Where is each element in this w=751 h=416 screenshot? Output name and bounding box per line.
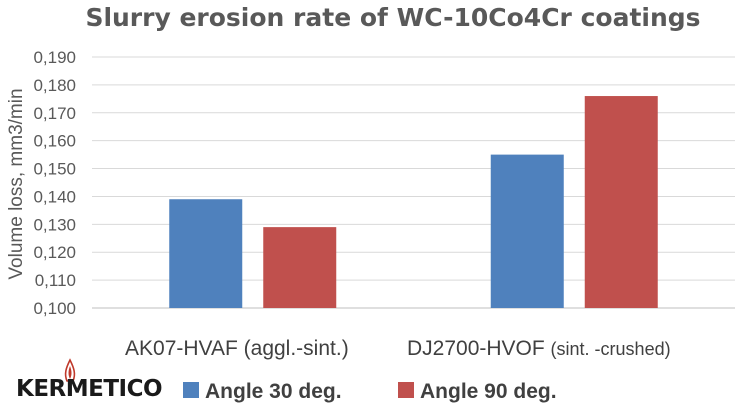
bar-angle-30-dj2700-hvof — [490, 154, 564, 308]
y-tick-label: 0,170 — [33, 104, 76, 123]
y-tick-label: 0,150 — [33, 160, 76, 179]
legend-swatch — [398, 382, 414, 398]
x-category-labels: AK07-HVAF (aggl.-sint.) DJ2700-HVOF (sint… — [125, 337, 671, 360]
chart-title: Slurry erosion rate of WC-10Co4Cr coatin… — [85, 3, 700, 32]
y-tick-label: 0,110 — [35, 271, 76, 290]
bars — [169, 96, 658, 309]
y-tick-label: 0,140 — [33, 187, 76, 206]
y-tick-label: 0,160 — [33, 132, 76, 151]
bar-angle-90-ak07-hvaf — [263, 227, 337, 308]
x-tick-label: AK07-HVAF (aggl.-sint.) — [125, 337, 349, 360]
bar-angle-90-dj2700-hvof — [584, 96, 658, 309]
logo-text: KERMETICO — [16, 376, 162, 402]
y-tick-label: 0,130 — [33, 215, 76, 234]
y-axis-label: Volume loss, mm3/min — [6, 88, 27, 279]
legend: Angle 30 deg. Angle 90 deg. — [183, 380, 557, 403]
legend-label: Angle 30 deg. — [205, 380, 342, 403]
y-tick-label: 0,190 — [33, 48, 76, 67]
y-tick-label: 0,100 — [33, 299, 76, 318]
flame-icon — [64, 358, 76, 382]
y-tick-label: 0,180 — [33, 76, 76, 95]
y-tick-label: 0,120 — [33, 243, 76, 262]
kermetico-logo: KERMETICO — [16, 358, 163, 402]
legend-swatch — [183, 382, 199, 398]
x-tick-label: DJ2700-HVOF (sint. -crushed) — [407, 337, 671, 360]
y-tick-labels: 0,100 0,110 0,120 0,130 0,140 0,150 0,160 0,170… — [33, 48, 76, 318]
bar-angle-30-ak07-hvaf — [169, 199, 243, 308]
legend-label: Angle 90 deg. — [420, 380, 557, 403]
